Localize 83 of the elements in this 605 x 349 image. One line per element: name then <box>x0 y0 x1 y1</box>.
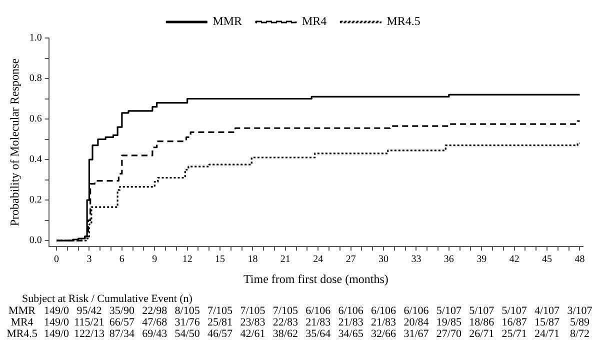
text: 19/85 <box>436 316 462 328</box>
text: 5/107 <box>436 304 462 317</box>
text: 4/107 <box>534 304 560 317</box>
text: 31/67 <box>404 328 430 340</box>
y-tick-label: 0.8 <box>29 73 42 84</box>
x-tick-label: 27 <box>346 254 356 266</box>
x-tick-label: 39 <box>476 254 487 266</box>
text: 8/72 <box>570 328 590 340</box>
x-tick-label: 42 <box>509 254 520 266</box>
text: 35/64 <box>306 328 332 340</box>
text: 35/90 <box>109 304 135 317</box>
text: 32/66 <box>371 328 397 340</box>
text: 21/83 <box>371 316 397 328</box>
text: 54/50 <box>174 328 200 340</box>
text: 34/65 <box>338 328 364 340</box>
text: 149/0 <box>44 328 70 340</box>
text: 6/106 <box>338 304 364 317</box>
text: 25/81 <box>208 316 233 328</box>
text: 95/42 <box>76 304 102 317</box>
x-tick-label: 15 <box>215 254 226 266</box>
x-tick-label: 3 <box>86 254 92 266</box>
text: 38/62 <box>272 328 298 340</box>
text: 18/86 <box>469 316 495 328</box>
text: MMR <box>8 304 36 317</box>
y-tick-label: 0.2 <box>29 194 42 206</box>
text: 6/106 <box>371 304 397 317</box>
text: 25/71 <box>502 328 527 340</box>
text: 16/87 <box>502 316 528 328</box>
text: 42/61 <box>240 328 266 340</box>
y-tick-label: 0.6 <box>29 114 42 125</box>
text: 27/70 <box>436 328 462 340</box>
text: MR4 <box>10 316 34 328</box>
x-tick-label: 48 <box>574 254 585 266</box>
y-tick-label: 0.4 <box>29 154 42 166</box>
text: 46/57 <box>208 328 234 340</box>
text: 24/71 <box>534 328 560 340</box>
text: 115/21 <box>74 316 104 328</box>
text: 23/83 <box>240 316 266 328</box>
x-tick-label: 12 <box>182 254 192 266</box>
legend-label: MR4 <box>302 14 327 28</box>
y-tick-label: 1.0 <box>29 32 42 44</box>
text: 22/83 <box>272 316 298 328</box>
x-tick-label: 30 <box>378 254 389 266</box>
text: 8/105 <box>174 304 200 317</box>
text: 6/106 <box>306 304 332 317</box>
text: 87/34 <box>109 328 135 340</box>
text: 5/107 <box>502 304 528 317</box>
text: 7/105 <box>272 304 298 317</box>
x-tick-label: 36 <box>444 254 454 266</box>
x-tick-label: 33 <box>411 254 422 266</box>
x-tick-label: 0 <box>54 254 60 266</box>
text: 26/71 <box>469 328 494 340</box>
x-tick-label: 24 <box>313 254 324 266</box>
text: 66/57 <box>109 316 135 328</box>
x-axis-title: Time from first dose (months) <box>244 272 388 286</box>
legend-label: MMR <box>212 14 242 28</box>
x-tick-label: 21 <box>280 254 290 266</box>
x-tick-label: 6 <box>119 254 124 266</box>
x-tick-label: 45 <box>542 254 552 266</box>
text: 7/105 <box>208 304 234 317</box>
text: 5/89 <box>570 316 590 328</box>
text: 47/68 <box>142 316 168 328</box>
text: 7/105 <box>240 304 266 317</box>
text: 15/87 <box>534 316 560 328</box>
text: 22/98 <box>142 304 168 317</box>
text: 149/0 <box>44 304 70 317</box>
x-tick-label: 9 <box>152 254 158 266</box>
text: 5/107 <box>469 304 495 317</box>
text: 122/13 <box>74 328 106 340</box>
text: 149/0 <box>44 316 70 328</box>
text: 21/83 <box>306 316 332 328</box>
text: 31/76 <box>174 316 200 328</box>
text: 69/43 <box>142 328 168 340</box>
text: Subject at Risk / Cumulative Event (n) <box>22 292 193 305</box>
text: 21/83 <box>338 316 364 328</box>
x-tick-label: 18 <box>248 254 258 266</box>
text: 6/106 <box>404 304 430 317</box>
text: 3/107 <box>567 304 593 317</box>
text: 20/84 <box>404 316 430 328</box>
y-axis-title: Probability of Molecular Response <box>7 58 22 226</box>
text: MR4.5 <box>6 328 38 340</box>
legend-label: MR4.5 <box>386 14 420 28</box>
y-tick-label: 0.0 <box>29 235 42 246</box>
